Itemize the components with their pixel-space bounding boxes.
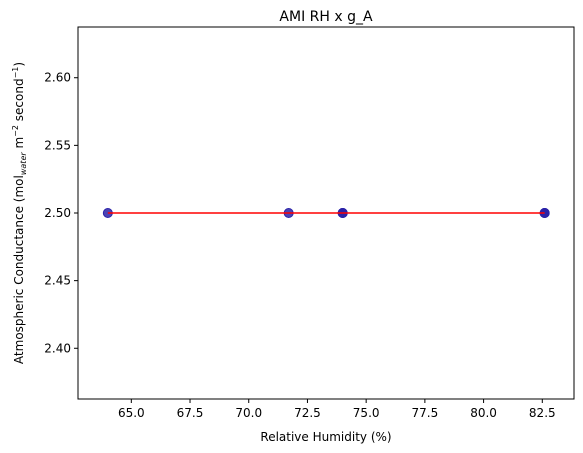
x-tick-label: 82.5: [529, 406, 556, 420]
y-axis-ticks: 2.40 2.45 2.50 2.55 2.60: [44, 71, 78, 355]
x-tick-label: 77.5: [412, 406, 439, 420]
plot-area: [102, 208, 550, 218]
x-tick-label: 70.0: [235, 406, 262, 420]
x-tick-label: 72.5: [294, 406, 321, 420]
y-tick-label: 2.60: [44, 71, 71, 85]
y-label-prefix: Atmospheric Conductance (mol: [12, 175, 26, 364]
y-label-subscript: water: [19, 152, 28, 176]
y-label-sup2: −1: [11, 67, 20, 79]
y-tick-label: 2.55: [44, 138, 71, 152]
y-tick-label: 2.45: [44, 274, 71, 288]
x-tick-label: 67.5: [177, 406, 204, 420]
y-label-mid: m: [12, 137, 26, 153]
y-tick-label: 2.50: [44, 206, 71, 220]
x-tick-label: 80.0: [470, 406, 497, 420]
y-tick-label: 2.40: [44, 341, 71, 355]
x-tick-label: 75.0: [353, 406, 380, 420]
y-label-sup1: −2: [11, 125, 20, 137]
chart-title: AMI RH x g_A: [279, 9, 373, 25]
y-axis-label: Atmospheric Conductance (molwater m−2 se…: [11, 62, 28, 364]
y-label-suffix: ): [12, 62, 26, 67]
x-tick-label: 65.0: [118, 406, 145, 420]
y-label-mid2: second: [12, 78, 26, 125]
x-axis-ticks: 65.0 67.5 70.0 72.5 75.0 77.5 80.0 82.5: [118, 399, 556, 420]
x-axis-label: Relative Humidity (%): [260, 430, 391, 444]
